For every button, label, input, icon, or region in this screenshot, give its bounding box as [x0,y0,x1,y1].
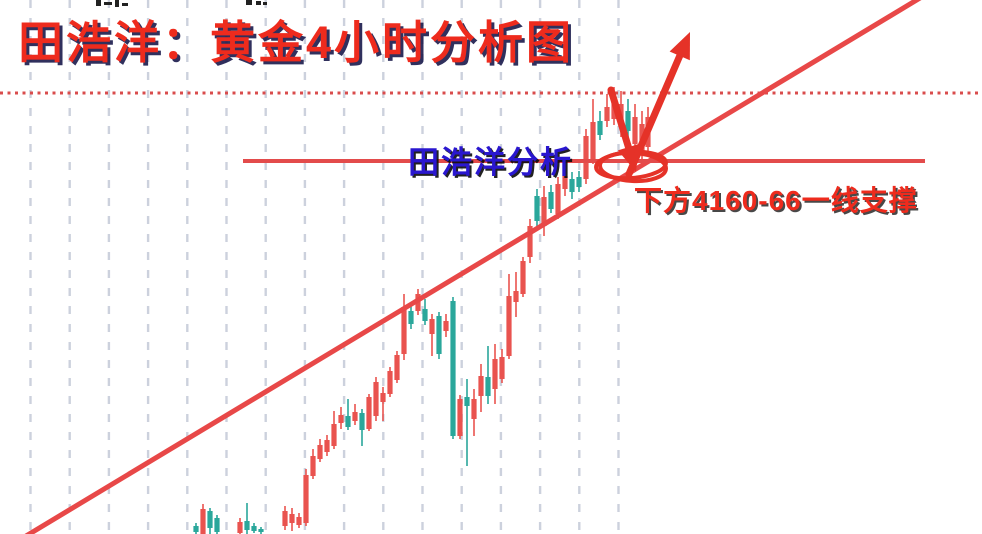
page-title: 田浩洋：黄金4小时分析图 [18,17,575,68]
support-annotation: 下方4160-66一线支撑 [634,185,918,216]
analyst-watermark: 田浩洋分析 [408,145,573,180]
vertical-gridlines [29,0,620,534]
ascending-trendline [24,0,922,534]
candles [193,87,651,534]
up-arrow [625,32,690,178]
cropped-character-fragment [96,0,267,7]
